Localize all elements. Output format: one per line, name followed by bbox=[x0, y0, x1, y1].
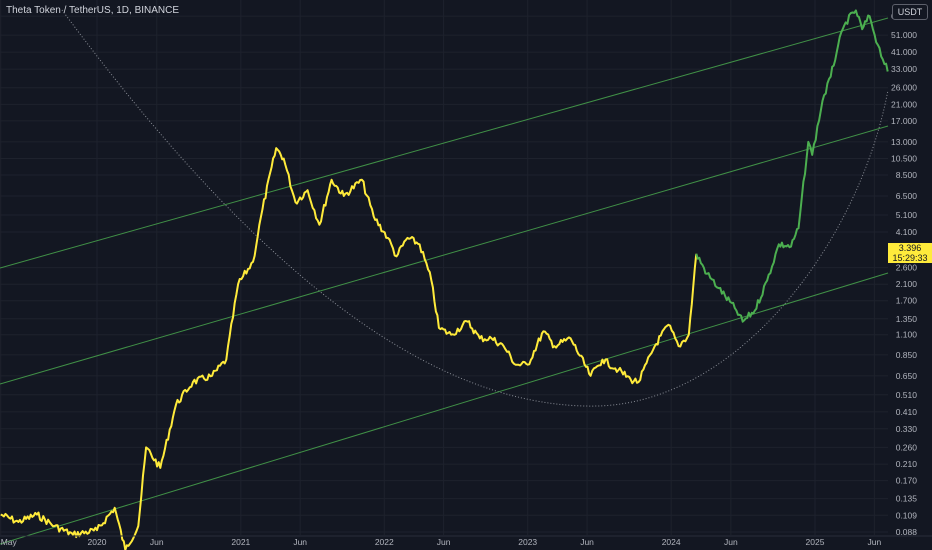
channel-line-upper bbox=[0, 17, 889, 269]
x-tick-label: 2024 bbox=[662, 537, 681, 547]
y-tick-label: 0.210 bbox=[896, 459, 918, 469]
y-tick-label: 0.260 bbox=[896, 442, 918, 452]
time-axis[interactable]: May 2020 Jun 2021 Jun 2022 Jun 2023 Jun 2024 Jun 20… bbox=[0, 535, 932, 547]
y-tick-label: 2.600 bbox=[896, 263, 918, 273]
y-tick-label: 0.330 bbox=[896, 424, 918, 434]
countdown-timer: 15:29:33 bbox=[892, 253, 928, 263]
x-tick-label: Jun bbox=[293, 537, 307, 547]
currency-badge[interactable]: USDT bbox=[892, 4, 928, 20]
y-tick-label: 8.500 bbox=[896, 170, 918, 180]
y-tick-label: 6.500 bbox=[896, 191, 918, 201]
price-axis[interactable]: 65.00051.00041.00033.00026.00021.00017.0… bbox=[891, 11, 917, 537]
y-tick-label: 10.500 bbox=[891, 154, 917, 164]
grid-lines bbox=[0, 0, 888, 535]
y-tick-label: 0.650 bbox=[896, 371, 918, 381]
price-series bbox=[0, 9, 889, 550]
y-tick-label: 13.000 bbox=[891, 137, 917, 147]
y-tick-label: 0.410 bbox=[896, 407, 918, 417]
x-tick-label: 2020 bbox=[88, 537, 107, 547]
chart-title: Theta Token / TetherUS, 1D, BINANCE bbox=[6, 5, 180, 16]
y-tick-label: 0.850 bbox=[896, 350, 918, 360]
y-tick-label: 26.000 bbox=[891, 83, 917, 93]
y-tick-label: 1.700 bbox=[896, 296, 918, 306]
y-tick-label: 41.000 bbox=[891, 47, 917, 57]
y-tick-label: 0.135 bbox=[896, 494, 918, 504]
x-tick-label: Jun bbox=[724, 537, 738, 547]
channel-line-lower bbox=[0, 272, 889, 545]
y-tick-label: 51.000 bbox=[891, 30, 917, 40]
y-tick-label: 21.000 bbox=[891, 99, 917, 109]
x-tick-label: May bbox=[1, 537, 18, 547]
y-tick-label: 0.109 bbox=[896, 510, 918, 520]
last-price-value: 3.396 bbox=[898, 243, 922, 253]
price-line-yellow bbox=[0, 147, 698, 550]
arc-curve bbox=[61, 9, 889, 407]
last-price-tag: 3.396 15:29:33 bbox=[888, 243, 932, 263]
y-tick-label: 2.100 bbox=[896, 279, 918, 289]
y-tick-label: 1.350 bbox=[896, 314, 918, 324]
overlay-drawings bbox=[0, 9, 889, 545]
x-tick-label: Jun bbox=[867, 537, 881, 547]
x-tick-label: 2023 bbox=[518, 537, 537, 547]
x-tick-label: Jun bbox=[580, 537, 594, 547]
x-tick-label: Jun bbox=[437, 537, 451, 547]
x-tick-label: Jun bbox=[150, 537, 164, 547]
y-tick-label: 0.170 bbox=[896, 476, 918, 486]
y-tick-label: 5.100 bbox=[896, 210, 918, 220]
x-tick-label: 2022 bbox=[375, 537, 394, 547]
y-tick-label: 0.510 bbox=[896, 390, 918, 400]
channel-line-middle bbox=[0, 125, 889, 385]
y-tick-label: 1.100 bbox=[896, 330, 918, 340]
y-tick-label: 33.000 bbox=[891, 64, 917, 74]
y-tick-label: 0.088 bbox=[896, 527, 918, 537]
y-tick-label: 17.000 bbox=[891, 116, 917, 126]
y-tick-label: 4.100 bbox=[896, 227, 918, 237]
x-tick-label: 2021 bbox=[231, 537, 250, 547]
price-line-green bbox=[695, 9, 889, 323]
x-tick-label: 2025 bbox=[806, 537, 825, 547]
